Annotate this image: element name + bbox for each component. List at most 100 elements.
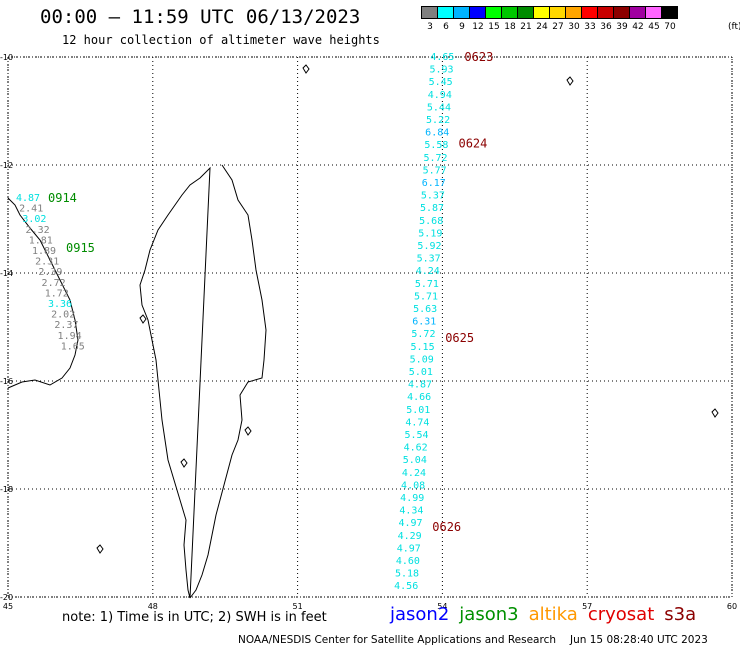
lat-tick-label: -18	[0, 485, 13, 494]
wave-height-value: 2.31	[35, 257, 59, 268]
wave-height-value: 5.09	[410, 354, 434, 365]
wave-height-value: 2.39	[38, 267, 62, 278]
legend-tick: 6	[443, 22, 449, 32]
legend-tick: 30	[568, 22, 580, 32]
pass-time-label: 0623	[464, 50, 493, 64]
wave-height-value: 4.56	[394, 581, 418, 592]
island-outline	[302, 64, 310, 74]
island-outline	[139, 314, 147, 324]
pass-time-label: 0626	[432, 520, 461, 534]
satellite-name: jason2	[390, 604, 450, 625]
legend-tick: 70	[664, 22, 676, 32]
wave-height-value: 5.92	[417, 241, 441, 252]
lat-tick-label: -12	[0, 161, 13, 170]
wave-height-value: 1.94	[58, 331, 82, 342]
wave-height-value: 5.71	[414, 291, 438, 302]
lon-tick-label: 57	[582, 602, 592, 611]
legend-swatches	[421, 6, 678, 19]
wave-height-value: 5.63	[413, 304, 437, 315]
pass-time-label: 0914	[48, 191, 77, 205]
wave-height-value: 5.77	[423, 165, 447, 176]
legend-tick-labels: 3 6 9 12 15 18 21 24 27 30 33 36 39 42 45 70	[422, 22, 678, 32]
lat-tick-label: -16	[0, 377, 13, 386]
legend-tick: 3	[427, 22, 433, 32]
wave-height-value: 3.36	[48, 299, 72, 310]
wave-height-value: 5.71	[415, 279, 439, 290]
credit-text: NOAA/NESDIS Center for Satellite Applica…	[238, 634, 556, 646]
wave-height-value: 5.93	[429, 65, 453, 76]
wave-height-value: 2.32	[26, 225, 50, 236]
wave-height-value: 4.74	[405, 417, 429, 428]
legend-tick: 42	[632, 22, 644, 32]
wave-height-value: 2.02	[51, 310, 75, 321]
wave-height-value: 5.15	[411, 342, 435, 353]
island-outline	[96, 544, 104, 554]
wave-height-value: 5.68	[419, 216, 443, 227]
footer-timestamp: Jun 15 08:28:40 UTC 2023	[570, 634, 708, 646]
wave-height-value: 1.81	[29, 235, 53, 246]
legend-tick: 45	[648, 22, 660, 32]
legend-tick: 24	[536, 22, 548, 32]
wave-height-value: 3.02	[22, 214, 46, 225]
legend-swatch	[661, 6, 678, 19]
wave-height-value: 2.72	[42, 278, 66, 289]
wave-height-value: 5.72	[411, 329, 435, 340]
legend-tick: 33	[584, 22, 596, 32]
wave-height-value: 5.22	[426, 115, 450, 126]
legend-unit: (ft)	[728, 22, 740, 32]
wave-height-value: 5.87	[420, 203, 444, 214]
wave-height-value: 5.37	[421, 191, 445, 202]
wave-height-value: 4.97	[397, 543, 421, 554]
island-outline	[244, 426, 252, 436]
legend-tick: 36	[600, 22, 612, 32]
wave-height-value: 5.18	[395, 569, 419, 580]
legend-tick: 27	[552, 22, 564, 32]
map-frame	[7, 56, 733, 598]
wave-height-value: 4.34	[399, 506, 423, 517]
island-outline	[711, 408, 719, 418]
satellite-name: cryosat	[587, 604, 655, 625]
pass-time-label: 0624	[458, 136, 487, 150]
legend-tick: 15	[488, 22, 500, 32]
wave-height-value: 5.01	[406, 405, 430, 416]
wave-height-value: 6.84	[425, 128, 449, 139]
wave-height-value: 4.60	[396, 556, 420, 567]
map-note: note: 1) Time is in UTC; 2) SWH is in fe…	[62, 610, 327, 625]
wave-height-value: 4.62	[404, 443, 428, 454]
satellite-legend: jason2 jason3 altika cryosat s3a	[390, 604, 696, 625]
island-outline	[180, 458, 188, 468]
pass-time-label: 0915	[66, 241, 95, 255]
wave-height-value: 6.31	[412, 317, 436, 328]
madagascar-coastline	[139, 164, 267, 599]
legend-tick: 18	[504, 22, 516, 32]
wave-height-value: 4.87	[408, 380, 432, 391]
map-subtitle: 12 hour collection of altimeter wave hei…	[62, 33, 380, 47]
wave-height-value: 4.24	[416, 266, 440, 277]
lon-tick-label: 60	[727, 602, 737, 611]
wave-height-value: 1.89	[32, 246, 56, 257]
island-outline	[566, 76, 574, 86]
satellite-name: altika	[528, 604, 578, 625]
wave-height-value: 5.45	[429, 77, 453, 88]
wave-height-value: 5.01	[409, 367, 433, 378]
color-legend: 3 6 9 12 15 18 21 24 27 30 33 36 39 42 45 70	[421, 6, 678, 32]
wave-height-value: 5.04	[403, 455, 427, 466]
wave-height-value: 4.87	[16, 193, 40, 204]
wave-height-value: 4.94	[428, 90, 452, 101]
wave-height-value: 2.41	[19, 204, 43, 215]
wave-height-value: 4.29	[398, 531, 422, 542]
wave-height-value: 2.37	[54, 320, 78, 331]
wave-height-value: 1.65	[61, 341, 85, 352]
satellite-name: jason3	[459, 604, 519, 625]
wave-height-value: 4.08	[401, 480, 425, 491]
wave-height-value: 4.66	[407, 392, 431, 403]
lon-tick-label: 54	[437, 602, 447, 611]
wave-height-value: 4.65	[430, 52, 454, 63]
legend-tick: 9	[459, 22, 465, 32]
wave-height-value: 5.44	[427, 102, 451, 113]
pass-time-label: 0625	[445, 331, 474, 345]
satellite-name: s3a	[664, 604, 697, 625]
map-title: 00:00 – 11:59 UTC 06/13/2023	[40, 6, 361, 28]
wave-height-value: 5.37	[417, 254, 441, 265]
lon-tick-label: 51	[293, 602, 303, 611]
